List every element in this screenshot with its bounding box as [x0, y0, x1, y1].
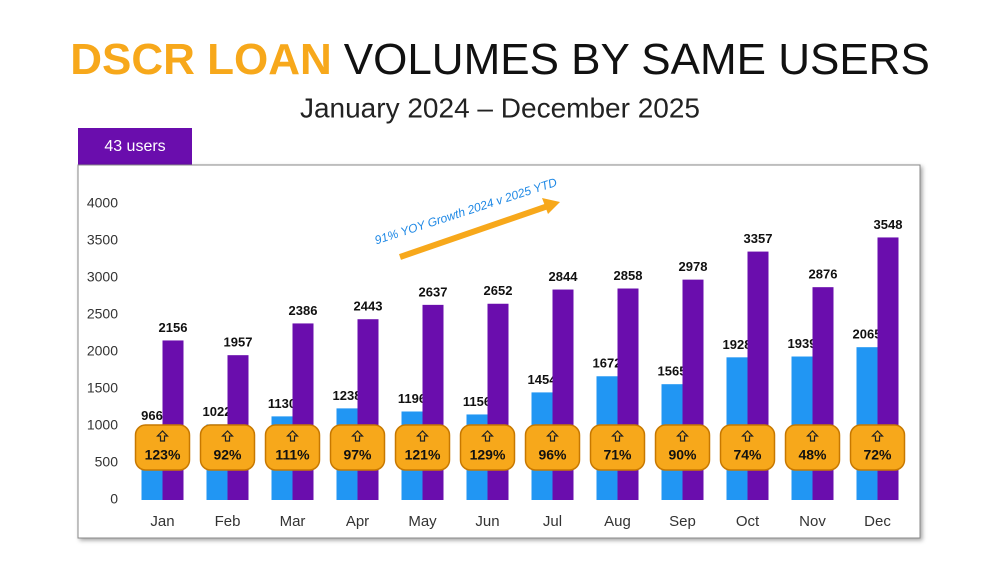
- bar-value-label: 1156: [463, 394, 491, 409]
- growth-badge: [654, 424, 711, 471]
- growth-label: 121%: [405, 447, 441, 463]
- growth-label: 111%: [275, 447, 310, 463]
- bar: [856, 347, 878, 500]
- growth-label: 92%: [213, 447, 242, 463]
- bar-value-label: 2065: [853, 327, 882, 342]
- growth-up-icon: [676, 430, 689, 442]
- bar-value-label: 1454: [528, 372, 558, 387]
- bar: [357, 319, 379, 500]
- bar-value-label: 2156: [159, 320, 188, 335]
- growth-badge: [784, 424, 841, 471]
- x-tick-label: Jun: [475, 513, 499, 530]
- growth-up-icon: [156, 430, 169, 442]
- bar-value-label: 2844: [549, 269, 579, 284]
- bar-value-label: 966: [141, 408, 163, 423]
- x-tick-label: Jul: [543, 513, 562, 530]
- x-tick-label: Nov: [799, 513, 826, 530]
- growth-badge: [524, 424, 581, 471]
- bar-value-label: 2637: [419, 284, 448, 299]
- growth-label: 71%: [603, 447, 632, 463]
- bar: [162, 340, 184, 500]
- y-tick-label: 1000: [87, 417, 118, 433]
- bar-value-label: 1939: [788, 336, 817, 351]
- growth-badge: [589, 424, 646, 471]
- growth-badge: [719, 424, 776, 471]
- x-tick-label: Oct: [736, 513, 760, 530]
- growth-label: 72%: [863, 447, 892, 463]
- bar-value-label: 1022: [203, 404, 232, 419]
- x-tick-label: Apr: [346, 513, 369, 530]
- growth-up-icon: [221, 430, 234, 442]
- growth-arrow-head: [542, 198, 560, 214]
- bar-value-label: 2978: [679, 259, 708, 274]
- y-tick-label: 3000: [87, 269, 118, 285]
- growth-label: 97%: [343, 447, 372, 463]
- growth-badge: [849, 424, 906, 471]
- bar-value-label: 2858: [614, 268, 643, 283]
- growth-up-icon: [871, 430, 884, 442]
- growth-badge: [459, 424, 516, 471]
- growth-up-icon: [806, 430, 819, 442]
- y-tick-label: 4000: [87, 195, 118, 211]
- x-tick-label: May: [408, 513, 437, 530]
- growth-label: 74%: [733, 447, 762, 463]
- bar-value-label: 1672: [593, 356, 622, 371]
- growth-label: 90%: [668, 447, 697, 463]
- title-highlight: DSCR LOAN: [70, 35, 332, 84]
- growth-badge: [329, 424, 386, 471]
- bar-value-label: 1238: [333, 388, 362, 403]
- bar-value-label: 1565: [658, 364, 687, 379]
- x-tick-label: Jan: [150, 513, 174, 530]
- bar: [292, 323, 314, 500]
- bar-value-label: 3548: [874, 217, 903, 232]
- growth-badge: [264, 424, 321, 471]
- y-tick-label: 2000: [87, 343, 118, 359]
- chart-subtitle: January 2024 – December 2025: [300, 92, 700, 123]
- y-tick-label: 0: [110, 491, 118, 507]
- y-tick-label: 2500: [87, 306, 118, 322]
- bar-value-label: 2876: [809, 267, 838, 282]
- y-tick-label: 3500: [87, 232, 118, 248]
- bar-value-label: 1957: [224, 335, 253, 350]
- growth-up-icon: [741, 430, 754, 442]
- growth-label: 48%: [798, 447, 827, 463]
- bar-value-label: 1196: [398, 391, 426, 406]
- x-tick-label: Mar: [280, 513, 306, 530]
- growth-up-icon: [546, 430, 559, 442]
- growth-badge: [199, 424, 256, 471]
- x-tick-label: Sep: [669, 513, 696, 530]
- title-rest: VOLUMES BY SAME USERS: [344, 35, 930, 84]
- bar-value-label: 3357: [744, 231, 773, 246]
- users-badge: [78, 128, 192, 165]
- growth-label: 123%: [145, 447, 181, 463]
- growth-label: 129%: [470, 447, 506, 463]
- growth-up-icon: [416, 430, 429, 442]
- growth-badge: [134, 424, 191, 471]
- bar-value-label: 2652: [484, 283, 513, 298]
- bar-value-label: 1130: [268, 396, 296, 411]
- y-tick-label: 1500: [87, 380, 118, 396]
- x-tick-label: Dec: [864, 513, 891, 530]
- growth-badge: [394, 424, 451, 471]
- bar-value-label: 1928: [723, 337, 752, 352]
- y-tick-label: 500: [95, 454, 119, 470]
- users-badge-text: 43 users: [104, 138, 165, 155]
- x-tick-label: Aug: [604, 513, 631, 530]
- bar-value-label: 2443: [354, 299, 383, 314]
- x-tick-label: Feb: [215, 513, 241, 530]
- bar-value-label: 2386: [289, 303, 318, 318]
- growth-up-icon: [286, 430, 299, 442]
- growth-up-icon: [481, 430, 494, 442]
- chart-title: DSCR LOAN VOLUMES BY SAME USERS: [70, 35, 930, 84]
- growth-label: 96%: [538, 447, 567, 463]
- growth-arrow: [399, 203, 549, 260]
- growth-up-icon: [611, 430, 624, 442]
- growth-up-icon: [351, 430, 364, 442]
